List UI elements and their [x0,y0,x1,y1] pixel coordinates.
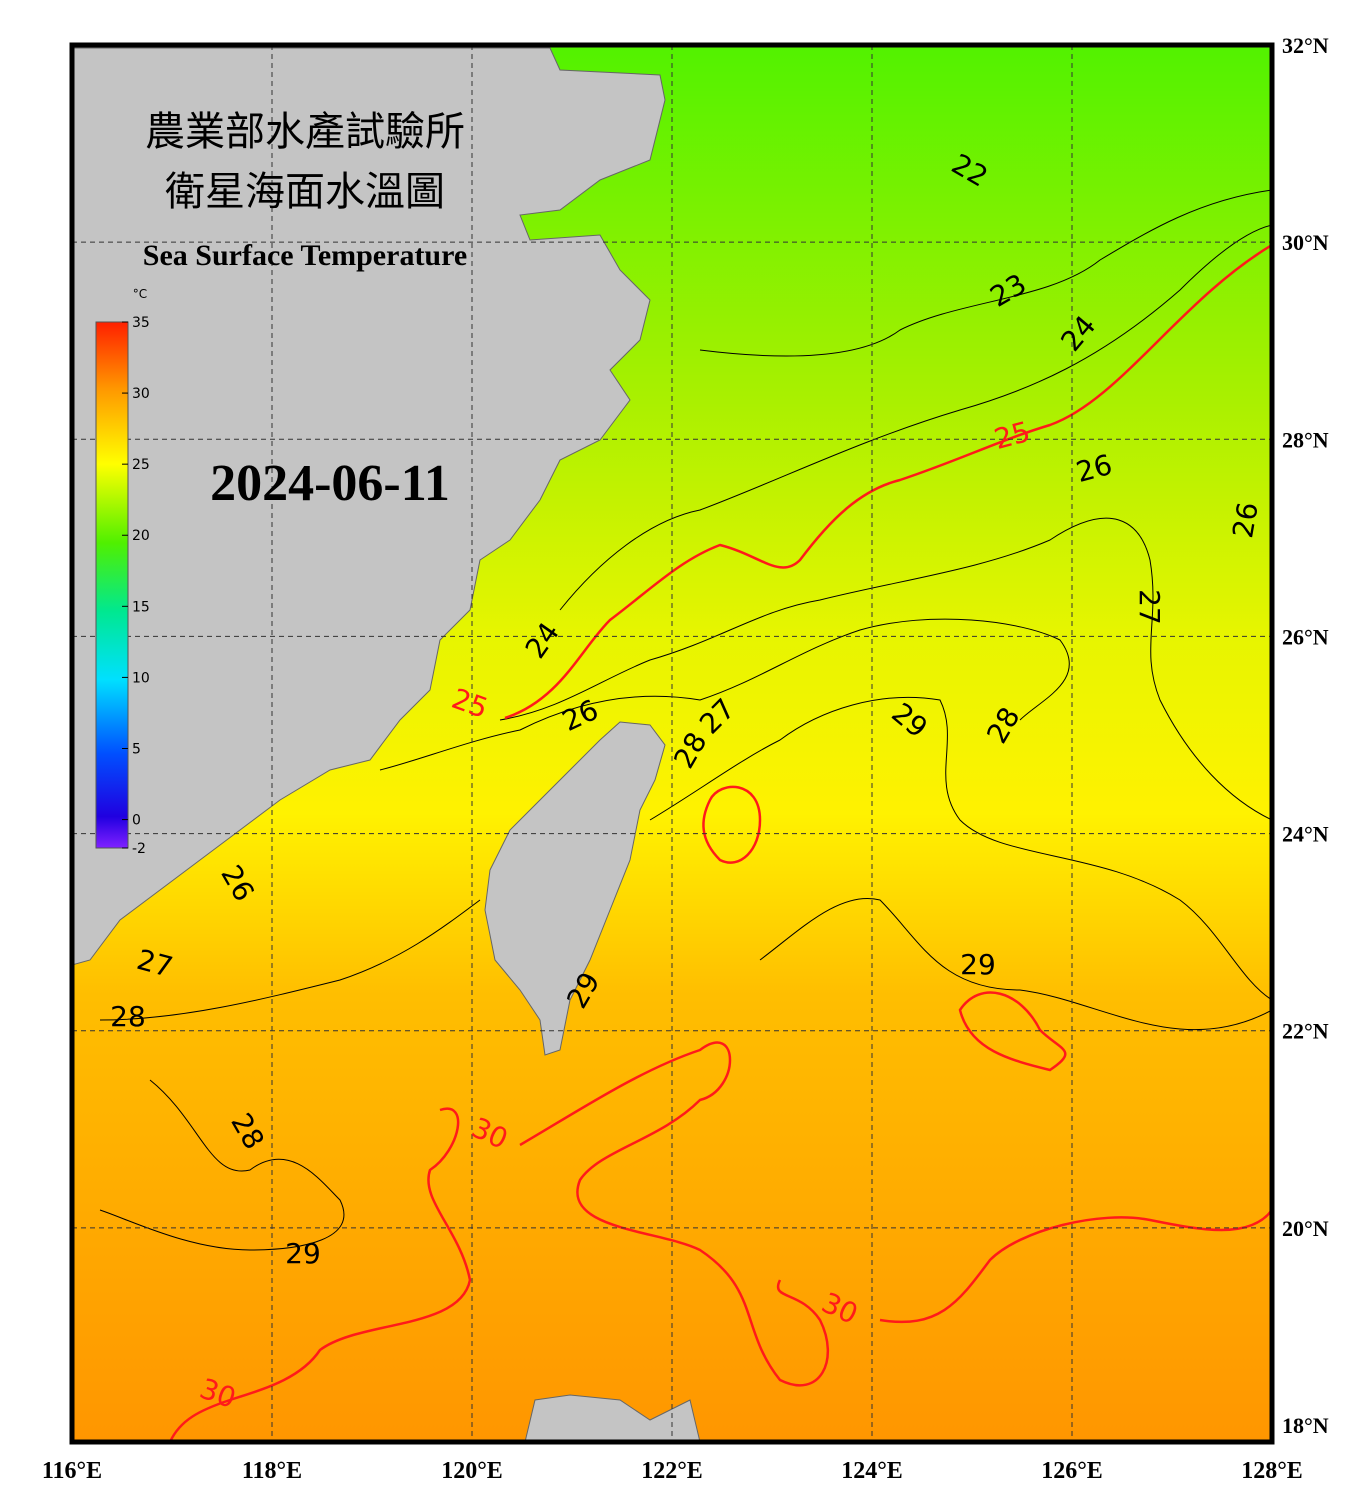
colorbar-tick-label: 35 [132,315,150,331]
title-en: Sea Surface Temperature [143,239,467,272]
colorbar-tick-label: 30 [132,386,150,402]
lat-label: 22°N [1282,1019,1329,1044]
colorbar-ticks: 35 30 25 20 15 10 5 0 -2 [122,315,150,857]
lat-label: 28°N [1282,427,1329,452]
contour-line-30 [879,1209,1274,1324]
contour-line-30 [702,785,762,864]
land-luzon [524,1394,701,1443]
contour-line-30 [168,1107,472,1443]
contour-line-30 [958,991,1067,1072]
colorbar-tick-label: 0 [132,813,141,829]
title-zh-2: 衛星海面水溫圖 [165,169,445,215]
lon-label: 120°E [441,1458,503,1484]
contour-label: 29 [960,948,996,981]
lat-label: 24°N [1282,822,1329,847]
lat-label: 18°N [1282,1413,1329,1438]
graticule [72,45,1272,1440]
colorbar-tick-label: 15 [132,599,150,615]
contour-line [99,1079,345,1251]
land-china [71,47,666,966]
land-taiwan [484,721,666,1056]
contour-label: 27 [1133,589,1166,625]
map-frame [69,42,1275,1445]
contour-line [699,189,1273,357]
lon-label: 128°E [1241,1458,1303,1484]
contour-label: 29 [285,1237,321,1270]
axis-labels: 116°E 118°E 120°E 122°E 124°E 126°E 128°E 32°N 3… [42,33,1329,1484]
lon-label: 124°E [841,1458,903,1484]
date: 2024-06-11 [210,455,450,512]
lat-label: 32°N [1282,33,1329,58]
contour-line [559,224,1273,611]
contour-line [499,517,1273,821]
lon-label: 116°E [42,1458,102,1484]
contour-line [379,618,1070,771]
contour-line [759,898,1273,1031]
lon-label: 126°E [1041,1458,1103,1484]
contour-line-30 [519,1041,830,1387]
lat-label: 26°N [1282,624,1329,649]
contour-label: 26 [1226,500,1265,541]
contours-highlight [168,243,1274,1443]
contour-label: 28 [110,1000,146,1033]
contour-line [99,696,1273,1021]
lon-label: 122°E [641,1458,703,1484]
colorbar-unit: °C [133,287,147,301]
colorbar-tick-label: 20 [132,528,150,544]
lat-label: 30°N [1282,230,1329,255]
colorbar-tick-label: 5 [132,741,141,757]
colorbar-tick-label: -2 [132,841,146,857]
lon-label: 118°E [242,1458,302,1484]
lat-label: 20°N [1282,1216,1329,1241]
contour-line-25 [504,243,1273,720]
title-zh-1: 農業部水產試驗所 [145,109,465,155]
colorbar-tick-label: 25 [132,457,150,473]
colorbar-tick-label: 10 [132,670,150,686]
contours [99,189,1273,1251]
colorbar [95,321,129,849]
